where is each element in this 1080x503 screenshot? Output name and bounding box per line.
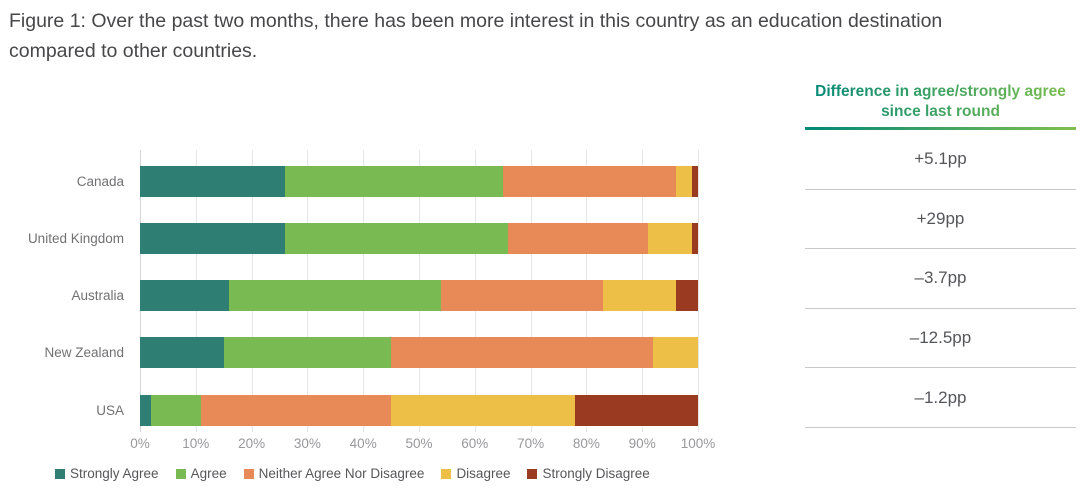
x-tick-label: 80% (572, 436, 600, 451)
legend-item: Agree (175, 466, 227, 481)
legend-item: Neither Agree Nor Disagree (243, 466, 425, 481)
bar-segment-new-zealand (653, 337, 698, 368)
legend-label: Agree (190, 466, 227, 481)
x-tick-label: 100% (680, 436, 716, 451)
bar-segment-australia (675, 280, 698, 311)
diff-table: Difference in agree/strongly agree since… (805, 82, 1076, 428)
bar-segment-australia (229, 280, 442, 311)
x-tick-label: 70% (517, 436, 545, 451)
diff-table-rows: +5.1pp +29pp –3.7pp –12.5pp –1.2pp (805, 130, 1076, 428)
bar-segment-new-zealand (391, 337, 654, 368)
bar-segment-united-kingdom (692, 223, 698, 254)
bar-segment-new-zealand (223, 337, 392, 368)
diff-table-row: –1.2pp (805, 368, 1076, 428)
category-label-united-kingdom: United Kingdom (27, 231, 124, 246)
legend-swatch (175, 468, 186, 479)
bar-segment-canada (502, 166, 676, 197)
legend-label: Disagree (456, 466, 511, 481)
bar-segment-united-kingdom (508, 223, 648, 254)
diff-value: +5.1pp (914, 149, 967, 169)
diff-value: +29pp (916, 208, 965, 228)
plot-area (140, 150, 699, 432)
x-tick-label: 0% (130, 436, 150, 451)
diff-value: –12.5pp (909, 328, 972, 348)
gridline-100 (698, 150, 699, 432)
bar-new-zealand (140, 337, 698, 368)
bar-segment-usa (140, 395, 152, 426)
bar-segment-canada (140, 166, 286, 197)
x-tick-label: 60% (461, 436, 489, 451)
legend-swatch (55, 468, 65, 479)
legend-label: Strongly Disagree (542, 466, 650, 481)
legend-item: Strongly Disagree (527, 466, 650, 481)
diff-table-row: +5.1pp (805, 130, 1076, 190)
legend-label: Strongly Agree (70, 466, 159, 481)
bar-segment-australia (603, 280, 676, 311)
x-tick-label: 10% (182, 436, 210, 451)
x-tick-label: 20% (238, 436, 266, 451)
legend-swatch (441, 468, 452, 479)
bar-segment-usa (391, 395, 576, 426)
category-label-canada: Canada (76, 174, 124, 189)
diff-table-header-underline (805, 127, 1076, 130)
diff-value: –1.2pp (914, 387, 967, 407)
bar-segment-australia (140, 280, 230, 311)
bar-segment-australia (441, 280, 604, 311)
x-tick-label: 90% (628, 436, 656, 451)
x-tick-label: 40% (349, 436, 377, 451)
bar-canada (140, 166, 698, 197)
x-tick-label: 30% (293, 436, 321, 451)
x-axis-ticks: 0% 10% 20% 30% 40% 50% 60% 70% 80% 90% 100% (130, 436, 715, 452)
legend-label: Neither Agree Nor Disagree (258, 466, 425, 481)
legend-swatch (527, 468, 538, 479)
chart-legend: Strongly Agree Agree Neither Agree Nor Dis… (55, 466, 650, 481)
bar-segment-canada (675, 166, 693, 197)
bar-segment-usa (575, 395, 698, 426)
bar-australia (140, 280, 698, 311)
diff-table-row: –3.7pp (805, 249, 1076, 309)
category-label-new-zealand: New Zealand (44, 345, 124, 360)
diff-table-row: –12.5pp (805, 309, 1076, 369)
bar-segment-united-kingdom (140, 223, 286, 254)
bar-segment-canada (692, 166, 698, 197)
x-tick-label: 50% (405, 436, 433, 451)
category-label-australia: Australia (71, 288, 124, 303)
diff-table-row: +29pp (805, 190, 1076, 250)
bar-segment-usa (201, 395, 392, 426)
figure-title: Figure 1: Over the past two months, ther… (9, 10, 943, 62)
bar-segment-united-kingdom (647, 223, 693, 254)
diff-value: –3.7pp (914, 268, 967, 288)
bar-segment-united-kingdom (285, 223, 509, 254)
diff-table-header: Difference in agree/strongly agree since… (805, 82, 1076, 122)
legend-item: Disagree (441, 466, 510, 481)
bar-segment-usa (151, 395, 202, 426)
bar-segment-new-zealand (140, 337, 224, 368)
bar-usa (140, 395, 698, 426)
bar-united-kingdom (140, 223, 698, 254)
category-label-usa: USA (96, 403, 124, 418)
legend-swatch (243, 468, 254, 479)
bar-segment-canada (285, 166, 503, 197)
legend-item: Strongly Agree (55, 466, 159, 481)
